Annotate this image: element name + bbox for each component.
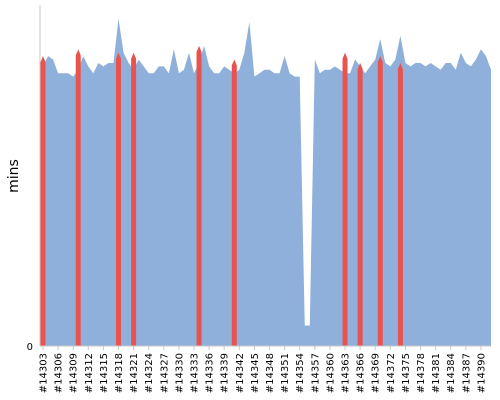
x-tick-label: #14303	[39, 353, 50, 393]
area-series	[43, 18, 491, 346]
highlight-bar	[231, 59, 237, 347]
area-layer	[43, 18, 491, 346]
highlight-bar	[196, 45, 202, 347]
x-tick-layer: #14303 #14306 #14309 #14312 #14315 #14318 #143…	[39, 346, 487, 393]
x-tick-label: #14321	[129, 353, 140, 393]
x-tick-label: #14378	[416, 353, 427, 393]
x-tick-label: #14318	[114, 353, 125, 393]
x-tick-label: #14372	[386, 353, 397, 393]
x-tick-label: #14327	[159, 353, 170, 393]
x-tick-label: #14360	[325, 353, 336, 393]
x-tick-label: #14348	[265, 353, 276, 393]
x-tick-label: #14357	[310, 353, 321, 393]
x-tick-label: #14336	[205, 353, 216, 393]
x-tick-label: #14345	[250, 353, 261, 393]
highlight-bar	[357, 62, 363, 346]
highlight-layer	[40, 45, 403, 347]
x-tick-label: #14354	[295, 353, 306, 393]
x-tick-label: #14315	[99, 353, 110, 393]
x-tick-label: #14324	[144, 353, 155, 393]
highlight-bar	[342, 52, 348, 347]
highlight-bar	[397, 62, 403, 346]
x-tick-label: #14366	[356, 353, 367, 393]
x-tick-label: #14381	[431, 353, 442, 393]
x-tick-label: #14375	[401, 353, 412, 393]
axis-layer	[39, 5, 491, 347]
x-tick-label: #14312	[84, 353, 95, 393]
x-tick-label: #14342	[235, 353, 246, 393]
x-tick-label: #14309	[69, 353, 80, 393]
x-tick-label: #14351	[280, 353, 291, 393]
x-tick-label: #14387	[461, 353, 472, 393]
highlight-bar	[75, 49, 81, 346]
x-tick-label: #14333	[190, 353, 201, 393]
x-tick-label: #14369	[371, 353, 382, 393]
highlight-bar	[131, 52, 137, 347]
y-axis-label: mins	[6, 159, 22, 193]
x-tick-label: #14390	[476, 353, 487, 393]
highlight-bar	[377, 56, 383, 347]
highlight-bar	[116, 52, 122, 347]
y-tick-label: 0	[27, 342, 33, 353]
highlight-bar	[40, 56, 46, 347]
x-tick-label: #14330	[174, 353, 185, 393]
x-tick-label: #14306	[54, 353, 65, 393]
y-tick-layer: 0	[27, 342, 33, 353]
x-tick-label: #14339	[220, 353, 231, 393]
x-tick-label: #14384	[446, 353, 457, 393]
x-tick-label: #14363	[341, 353, 352, 393]
